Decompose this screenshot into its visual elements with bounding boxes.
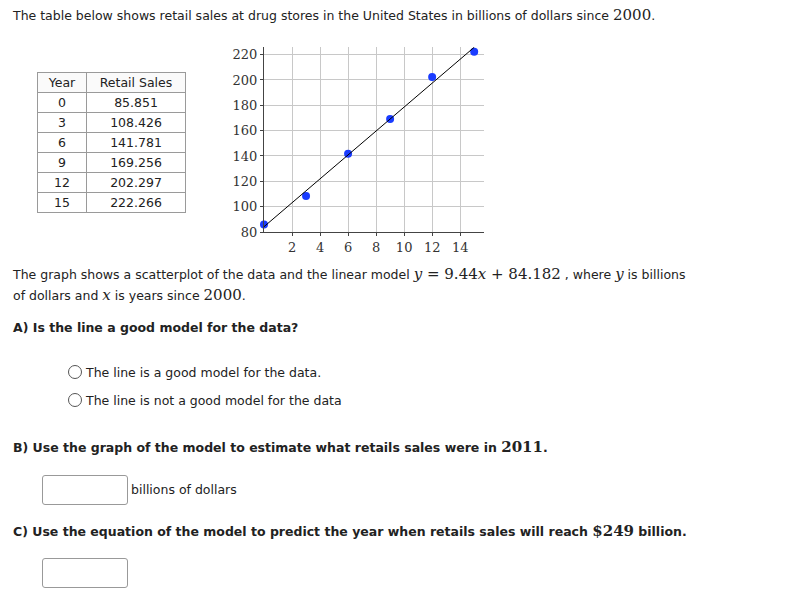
html-text:6: 6 [58, 135, 66, 150]
html-text:222.266: 222.266 [110, 195, 162, 210]
html-text:A) Is the line a good model fo: A) Is the line a good model for the data… [13, 320, 299, 335]
html-text:Year: Year [48, 75, 76, 90]
html-text:billions of dollars: billions of dollars [131, 482, 237, 497]
svg-text:8: 8 [372, 240, 380, 254]
svg-text:140: 140 [233, 149, 258, 164]
svg-text:100: 100 [233, 199, 258, 214]
svg-text:2: 2 [288, 240, 296, 254]
svg-text:160: 160 [233, 123, 258, 138]
html-text:3: 3 [58, 115, 66, 130]
svg-text:120: 120 [233, 174, 258, 189]
svg-text:220: 220 [233, 47, 258, 62]
svg-text:12: 12 [424, 240, 441, 254]
svg-text:4: 4 [316, 240, 324, 254]
svg-text:10: 10 [396, 240, 413, 254]
html-text:The line is a good model for t: The line is a good model for the data. [86, 365, 322, 380]
html-text:202.297: 202.297 [110, 175, 162, 190]
html-text:9: 9 [58, 155, 66, 170]
html-text:85.851: 85.851 [114, 95, 158, 110]
svg-text:180: 180 [233, 98, 258, 113]
svg-text:14: 14 [452, 240, 469, 254]
svg-text:80: 80 [241, 225, 258, 240]
html-text:15: 15 [54, 195, 70, 210]
html-text:C) Use the equation of the mod: C) Use the equation of the model to pred… [13, 522, 687, 540]
svg-text:6: 6 [344, 240, 352, 254]
html-text:The graph shows a scatterplot: The graph shows a scatterplot of the dat… [13, 265, 686, 304]
html-text:12: 12 [54, 175, 70, 190]
html-text:141.781: 141.781 [110, 135, 162, 150]
html-text:108.426: 108.426 [110, 115, 162, 130]
html-text:The line is not a good model f: The line is not a good model for the dat… [86, 393, 342, 408]
html-text:Retail Sales: Retail Sales [99, 75, 173, 90]
html-text:B) Use the graph of the model: B) Use the graph of the model to estimat… [13, 438, 548, 456]
svg-text:200: 200 [233, 73, 258, 88]
html-text:0: 0 [58, 95, 66, 110]
html-text:169.256: 169.256 [110, 155, 162, 170]
html-text:The table below shows retail s: The table below shows retail sales at dr… [13, 6, 656, 24]
